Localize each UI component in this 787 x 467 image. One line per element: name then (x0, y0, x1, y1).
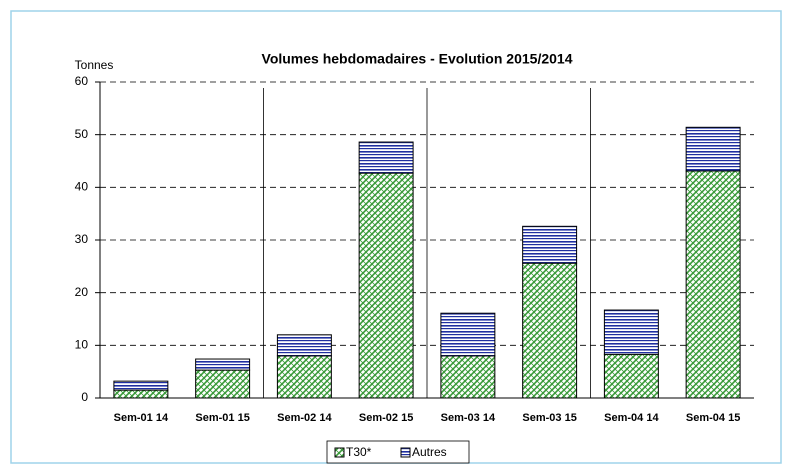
legend-label: T30* (346, 445, 372, 459)
bar-segment (276, 355, 332, 399)
x-tick-label: Sem-04 15 (686, 412, 740, 424)
bar-segment (522, 225, 578, 264)
bar-segment (603, 353, 659, 399)
bar-segment (358, 172, 414, 399)
bar-segment (358, 141, 414, 174)
bar-segment (603, 309, 659, 355)
bar-segment (113, 380, 169, 391)
bar-segment (440, 312, 496, 357)
y-tick-label: 30 (75, 232, 89, 246)
legend-swatch (334, 447, 345, 458)
bar-segment (195, 358, 251, 371)
y-axis-label: Tonnes (75, 58, 114, 72)
x-tick-label: Sem-01 14 (114, 412, 169, 424)
chart-title: Volumes hebdomadaires - Evolution 2015/2… (262, 51, 573, 67)
legend-swatch (400, 447, 411, 458)
bar-segment (685, 126, 741, 172)
y-tick-label: 50 (75, 127, 89, 141)
bar-segment (685, 170, 741, 399)
legend-label: Autres (412, 445, 447, 459)
bar-segment (522, 262, 578, 399)
x-tick-label: Sem-03 14 (441, 412, 496, 424)
y-tick-label: 0 (81, 390, 88, 404)
bar-segment (276, 334, 332, 357)
legend-box (326, 440, 470, 464)
bar-segment (113, 389, 169, 399)
x-tick-label: Sem-03 15 (522, 412, 576, 424)
y-tick-label: 20 (75, 285, 89, 299)
bar-segment (440, 355, 496, 399)
x-tick-label: Sem-04 14 (604, 412, 659, 424)
x-tick-label: Sem-01 15 (195, 412, 249, 424)
y-tick-label: 60 (75, 74, 89, 88)
y-tick-label: 10 (75, 338, 89, 352)
bar-segment (195, 369, 251, 399)
y-tick-label: 40 (75, 180, 89, 194)
x-tick-label: Sem-02 14 (277, 412, 332, 424)
x-tick-label: Sem-02 15 (359, 412, 413, 424)
